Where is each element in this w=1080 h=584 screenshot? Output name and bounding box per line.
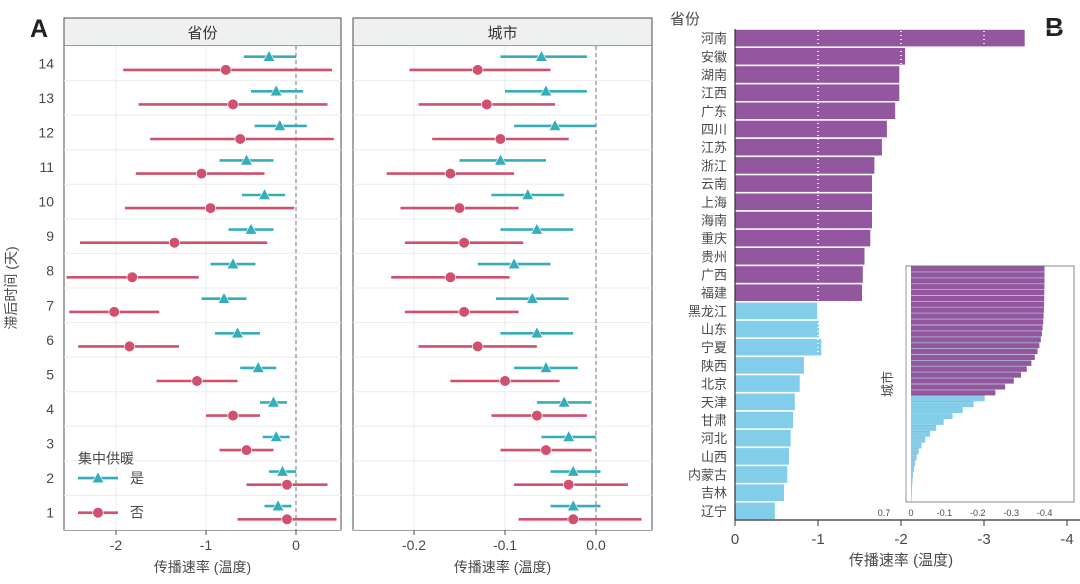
svg-text:上海: 上海 — [701, 195, 727, 210]
svg-text:7: 7 — [46, 297, 54, 313]
svg-text:重庆: 重庆 — [701, 231, 727, 246]
svg-text:陕西: 陕西 — [701, 358, 727, 373]
svg-text:山东: 山东 — [701, 322, 727, 337]
svg-text:北京: 北京 — [701, 377, 727, 392]
svg-text:黑龙江: 黑龙江 — [688, 304, 727, 319]
svg-text:0: 0 — [908, 508, 913, 518]
svg-text:山西: 山西 — [701, 449, 727, 464]
svg-text:8: 8 — [46, 263, 54, 279]
svg-text:-0.2: -0.2 — [970, 508, 986, 518]
svg-text:A: A — [30, 15, 48, 43]
svg-text:14: 14 — [38, 55, 54, 71]
svg-text:辽宁: 辽宁 — [701, 504, 727, 519]
svg-text:B: B — [1045, 12, 1064, 42]
svg-text:5: 5 — [46, 366, 54, 382]
svg-text:11: 11 — [39, 159, 54, 175]
svg-text:浙江: 浙江 — [701, 158, 727, 173]
svg-text:4: 4 — [46, 401, 54, 417]
svg-text:天津: 天津 — [701, 395, 727, 410]
svg-text:贵州: 贵州 — [701, 249, 727, 264]
svg-text:2: 2 — [46, 470, 54, 486]
svg-text:3: 3 — [46, 436, 54, 452]
svg-text:-2: -2 — [110, 537, 123, 553]
svg-text:城市: 城市 — [487, 25, 517, 42]
svg-text:-0.1: -0.1 — [937, 508, 953, 518]
svg-text:广东: 广东 — [701, 104, 727, 119]
svg-text:江苏: 江苏 — [701, 140, 727, 155]
svg-text:河北: 河北 — [701, 431, 727, 446]
svg-text:海南: 海南 — [701, 213, 727, 228]
svg-text:6: 6 — [46, 332, 54, 348]
svg-text:0: 0 — [731, 531, 739, 548]
svg-text:河南: 河南 — [701, 31, 727, 46]
svg-text:传播速率 (温度): 传播速率 (温度) — [154, 559, 251, 575]
svg-text:-0.2: -0.2 — [402, 537, 426, 553]
svg-text:传播速率 (温度): 传播速率 (温度) — [849, 552, 953, 569]
svg-text:云南: 云南 — [701, 177, 727, 192]
svg-text:宁夏: 宁夏 — [701, 340, 727, 355]
svg-text:-2: -2 — [894, 531, 907, 548]
svg-text:0.0: 0.0 — [586, 537, 606, 553]
svg-text:传播速率 (温度): 传播速率 (温度) — [454, 559, 551, 575]
svg-text:江西: 江西 — [701, 86, 727, 101]
svg-text:是: 是 — [130, 470, 144, 486]
svg-text:四川: 四川 — [701, 122, 727, 137]
svg-text:福建: 福建 — [701, 286, 727, 301]
svg-text:-1: -1 — [200, 537, 213, 553]
svg-text:13: 13 — [38, 90, 54, 106]
svg-text:否: 否 — [130, 505, 144, 521]
svg-text:安徽: 安徽 — [701, 49, 727, 64]
svg-text:-3: -3 — [977, 531, 990, 548]
svg-text:12: 12 — [38, 124, 54, 140]
svg-text:9: 9 — [46, 228, 54, 244]
svg-text:0: 0 — [292, 537, 300, 553]
svg-text:-4: -4 — [1060, 531, 1073, 548]
svg-text:甘肃: 甘肃 — [701, 413, 727, 428]
svg-text:-0.4: -0.4 — [1037, 508, 1053, 518]
svg-text:集中供暖: 集中供暖 — [78, 451, 134, 467]
svg-text:湖南: 湖南 — [701, 68, 727, 83]
svg-text:滞后时间 (天): 滞后时间 (天) — [3, 246, 19, 329]
svg-text:省份: 省份 — [670, 11, 700, 28]
svg-text:0.7: 0.7 — [878, 508, 891, 518]
svg-text:-0.3: -0.3 — [1003, 508, 1019, 518]
svg-text:-1: -1 — [811, 531, 824, 548]
svg-text:1: 1 — [46, 505, 54, 521]
svg-text:10: 10 — [38, 194, 54, 210]
svg-text:广西: 广西 — [701, 268, 727, 283]
svg-text:吉林: 吉林 — [701, 486, 727, 501]
svg-text:城市: 城市 — [880, 371, 895, 397]
svg-text:内蒙古: 内蒙古 — [688, 468, 727, 483]
svg-text:省份: 省份 — [187, 25, 217, 42]
svg-text:-0.1: -0.1 — [493, 537, 517, 553]
